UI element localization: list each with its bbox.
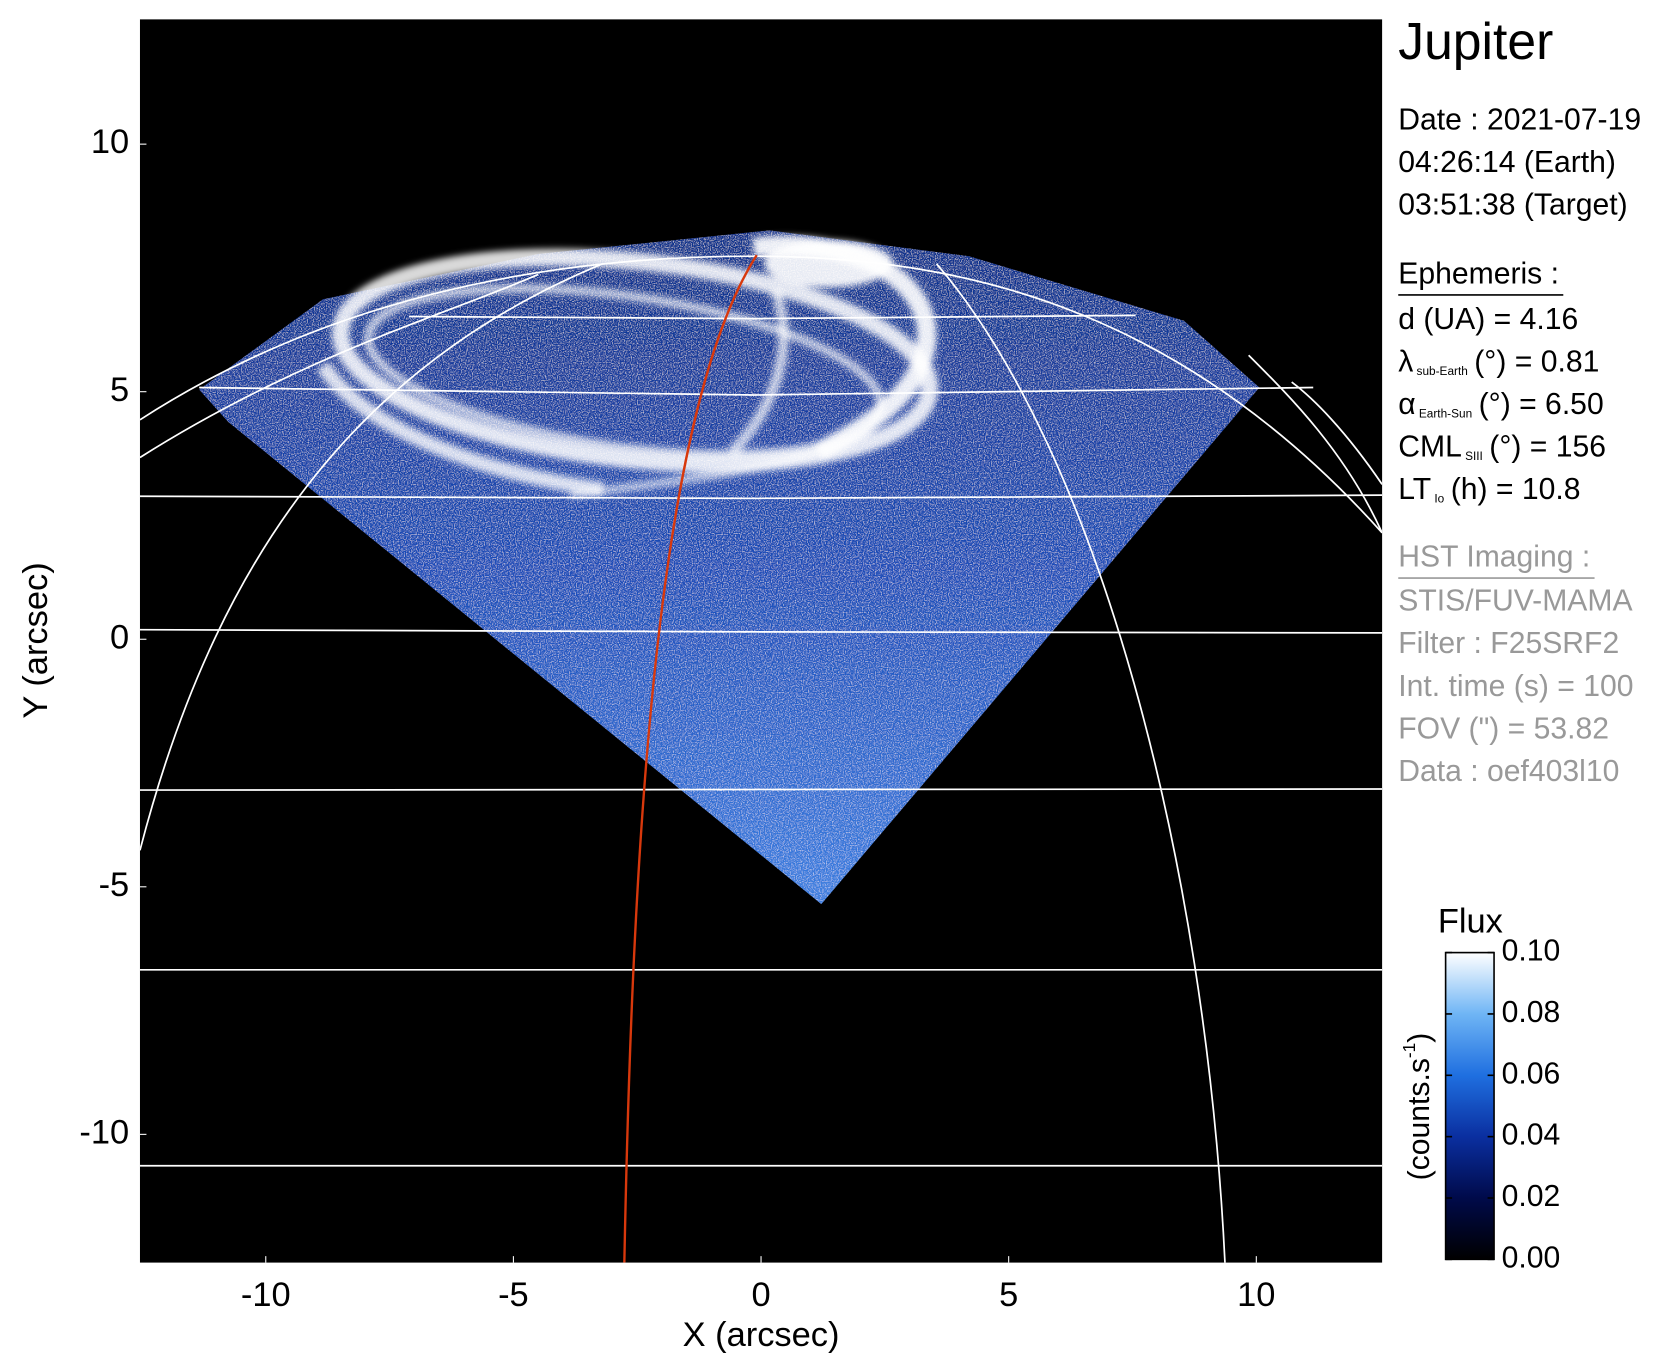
ephemeris-rest: (h) = 10.8 <box>1451 473 1581 506</box>
ephemeris-sub: sub-Earth <box>1417 364 1468 378</box>
section-heading: Ephemeris : <box>1398 258 1559 291</box>
imaging-line: Filter : F25SRF2 <box>1398 627 1619 660</box>
colorbar-label-sup: -1 <box>1399 1043 1419 1058</box>
imaging-line: STIS/FUV-MAMA <box>1398 585 1633 618</box>
ephemeris-sub: Io <box>1434 492 1444 506</box>
ephemeris-symbol: λ <box>1398 345 1413 378</box>
colorbar <box>1444 951 1495 1261</box>
ephemeris-rest: (°) = 6.50 <box>1479 388 1604 421</box>
central-meridian <box>623 254 758 1263</box>
colorbar-tick-label: 0.06 <box>1502 1057 1561 1090</box>
ephemeris-item: LT Io (h) = 10.8 <box>1398 473 1580 506</box>
ephemeris-symbol: α <box>1398 388 1415 421</box>
x-tick-label: -5 <box>498 1276 529 1314</box>
colorbar-tick-label: 0.10 <box>1502 935 1561 968</box>
ephemeris-symbol: CML <box>1398 430 1462 463</box>
y-axis-label: Y (arcsec) <box>17 562 55 718</box>
colorbar-label-text: (counts.s <box>1403 1058 1436 1180</box>
ephemeris-item: CML SIII (°) = 156 <box>1398 430 1606 463</box>
imaging-line: Int. time (s) = 100 <box>1398 670 1633 703</box>
y-tick-label: 5 <box>110 371 129 409</box>
ephemeris-symbol: d (UA) = 4.16 <box>1398 303 1578 336</box>
date-line: Date : 2021-07-19 <box>1398 104 1641 137</box>
x-tick-label: 10 <box>1237 1276 1275 1314</box>
x-tick-label: 0 <box>751 1276 770 1314</box>
date-line: 04:26:14 (Earth) <box>1398 146 1616 179</box>
x-tick-label: -10 <box>241 1276 291 1314</box>
imaging-line: Data : oef403l10 <box>1398 755 1619 788</box>
ephemeris-rest: (°) = 156 <box>1489 430 1606 463</box>
ephemeris-item: α Earth-Sun (°) = 6.50 <box>1398 388 1603 421</box>
imaging-line: FOV (") = 53.82 <box>1398 712 1609 745</box>
aurora <box>316 235 939 500</box>
ephemeris-item: d (UA) = 4.16 <box>1398 303 1578 336</box>
colorbar-tick-label: 0.08 <box>1502 996 1561 1029</box>
ephemeris-sub: Earth-Sun <box>1419 407 1472 421</box>
date-line: 03:51:38 (Target) <box>1398 189 1627 222</box>
fov-emission <box>199 230 1260 905</box>
y-tick-label: 0 <box>110 618 129 656</box>
image-layer <box>139 230 1383 1263</box>
x-axis-label: X (arcsec) <box>683 1316 840 1354</box>
y-tick-label: 10 <box>91 123 129 161</box>
colorbar-label-end: ) <box>1403 1033 1436 1043</box>
ephemeris-rest: (°) = 0.81 <box>1474 345 1599 378</box>
colorbar-title: Flux <box>1438 903 1503 941</box>
chart-title: Jupiter <box>1398 12 1553 70</box>
colorbar-tick-label: 0.02 <box>1502 1180 1561 1213</box>
y-tick-label: -10 <box>79 1113 129 1151</box>
x-tick-label: 5 <box>999 1276 1018 1314</box>
y-tick-label: -5 <box>99 866 130 904</box>
colorbar-label: (counts.s-1) <box>1399 1033 1436 1181</box>
ephemeris-symbol: LT <box>1398 473 1431 506</box>
lat-lon-grid <box>139 255 1383 1263</box>
ephemeris-item: λ sub-Earth (°) = 0.81 <box>1398 345 1599 378</box>
section-heading: HST Imaging : <box>1398 541 1590 574</box>
colorbar-tick-label: 0.00 <box>1502 1241 1561 1274</box>
ephemeris-sub: SIII <box>1465 449 1483 463</box>
colorbar-tick-label: 0.04 <box>1502 1119 1561 1152</box>
